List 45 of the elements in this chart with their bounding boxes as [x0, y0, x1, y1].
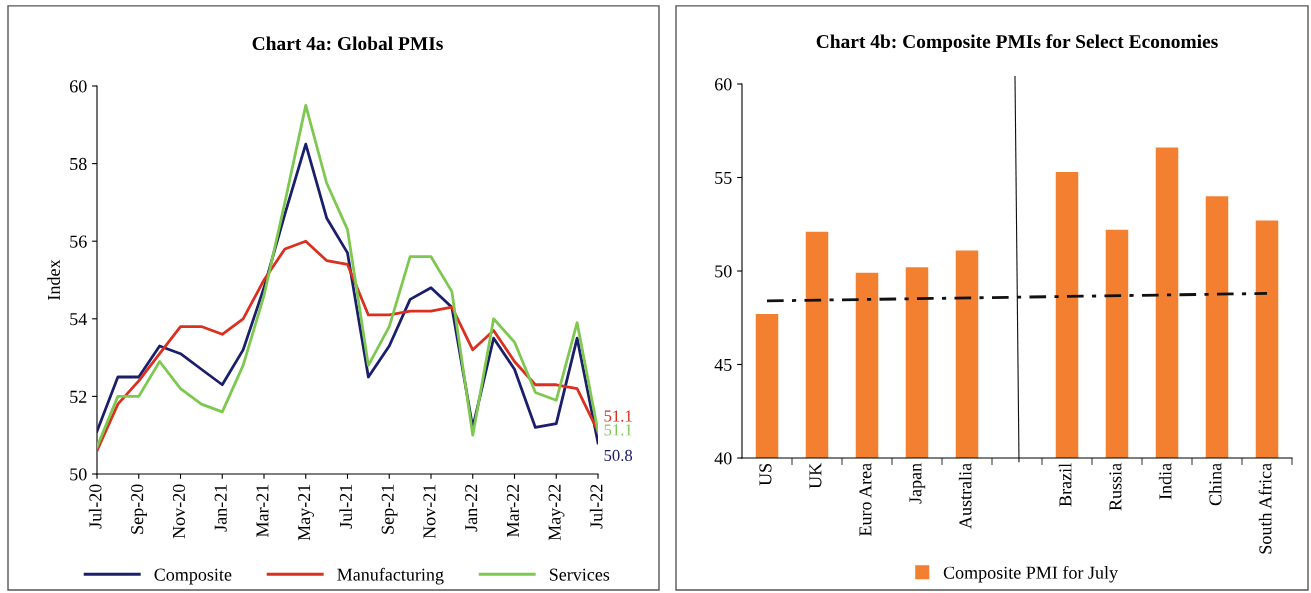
x-tick-label: May-22 — [548, 484, 565, 541]
y-tick-label: 58 — [70, 157, 87, 171]
x-tick-label: China — [1208, 463, 1222, 506]
chart-title: Chart 4a: Global PMIs — [252, 36, 443, 51]
legend-label: Manufacturing — [337, 567, 444, 585]
y-tick-label: 40 — [714, 452, 732, 465]
x-tick-label: UK — [809, 463, 822, 489]
x-tick-label: Russia — [1109, 463, 1122, 511]
y-tick-label: 60 — [70, 80, 87, 93]
x-tick-label: India — [1158, 463, 1172, 500]
x-tick-label: Sep-21 — [381, 484, 398, 534]
x-tick-label: Australia — [958, 463, 972, 529]
data-label: 50.8 — [604, 449, 633, 462]
x-tick-label: May-21 — [298, 484, 314, 541]
x-tick-label: Mar-22 — [506, 484, 520, 537]
x-tick-label: Nov-20 — [172, 484, 186, 539]
x-tick-label: Jul-20 — [88, 484, 102, 529]
x-tick-label: Jul-22 — [589, 484, 603, 529]
x-tick-label: Jul-21 — [339, 484, 353, 529]
x-tick-label: Japan — [909, 463, 926, 504]
line-series — [97, 239, 598, 453]
legend-label: Composite PMI for July — [943, 565, 1118, 583]
y-axis-title: Index — [47, 259, 60, 300]
y-tick-label: 50 — [715, 265, 732, 278]
y-tick-label: 45 — [714, 358, 732, 371]
data-label: 51.1 — [604, 424, 632, 436]
y-tick-label: 52 — [70, 390, 87, 403]
x-tick-label: Brazil — [1058, 463, 1072, 507]
y-tick-label: 56 — [70, 235, 87, 248]
x-tick-label: US — [759, 463, 772, 486]
legend-label: Composite — [154, 568, 232, 585]
x-tick-label: Euro Area — [859, 463, 872, 537]
x-tick-label: Jan-21 — [214, 484, 227, 532]
y-tick-label: 60 — [715, 78, 732, 91]
chart-title: Chart 4b: Composite PMIs for Select Economies — [816, 34, 1218, 53]
legend-label: Services — [549, 568, 610, 581]
x-tick-label: Sep-20 — [131, 484, 147, 534]
y-tick-label: 54 — [70, 313, 87, 326]
x-tick-label: Mar-21 — [256, 484, 269, 537]
x-tick-label: Jan-22 — [465, 484, 478, 532]
data-label: 51.1 — [604, 410, 632, 422]
y-tick-label: 50 — [70, 468, 87, 481]
x-tick-label: South Africa — [1258, 463, 1272, 554]
x-tick-label: Nov-21 — [423, 484, 436, 539]
y-tick-label: 55 — [715, 171, 732, 184]
